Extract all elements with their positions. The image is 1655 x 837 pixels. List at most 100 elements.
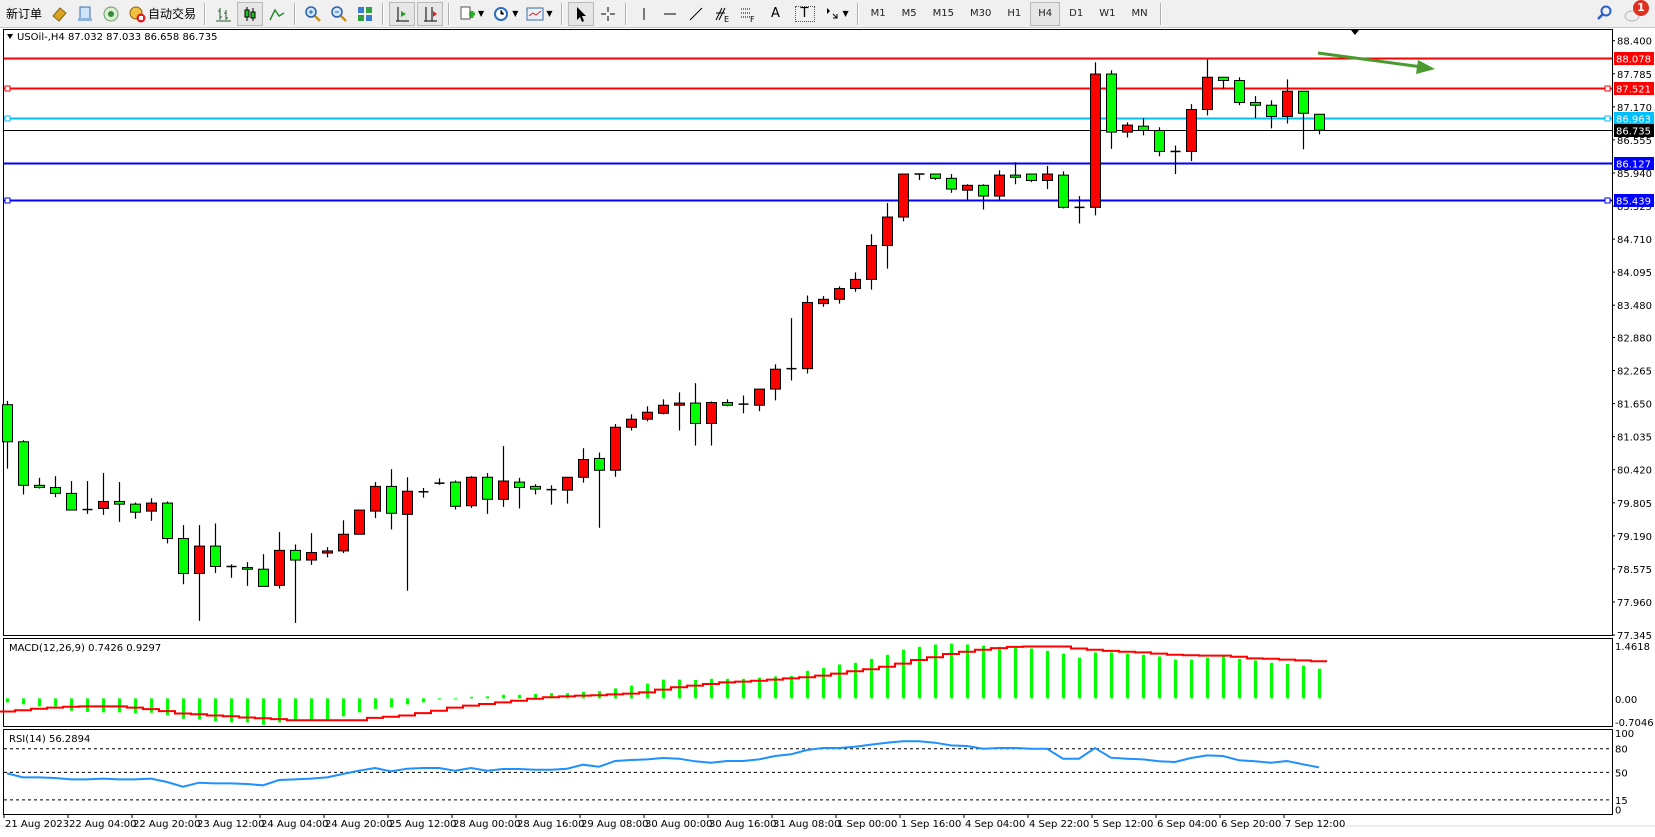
candle-body [370, 485, 381, 512]
macd-histogram-bar [758, 677, 761, 699]
chart-window[interactable]: 88.400 87.785 87.170 86.555 85.940 85.325 84.7… [0, 28, 1655, 837]
timeframe-w1[interactable]: W1 [1099, 8, 1116, 19]
candle [1106, 70, 1117, 149]
vertical-line-button[interactable] [632, 2, 656, 26]
candle-body [498, 480, 509, 500]
price-axis-label: 87.170 [1617, 103, 1652, 114]
timeframe-h1[interactable]: H1 [1007, 8, 1022, 19]
fibonacci-button[interactable]: E [710, 2, 734, 26]
price-axis-label: 79.190 [1617, 532, 1652, 543]
hline-88.078[interactable]: 88.078 [4, 52, 1654, 66]
indicators-dropdown[interactable]: ▼ [455, 2, 487, 26]
periods-icon [492, 5, 510, 23]
trendline-button[interactable] [684, 2, 708, 26]
chart-shift-button[interactable] [417, 1, 444, 26]
macd-histogram-bar [1254, 660, 1257, 699]
time-axis-label: 30 Aug 00:00 [645, 819, 712, 830]
macd-histogram-bar [246, 698, 249, 723]
time-axis-label: 4 Sep 22:00 [1029, 819, 1089, 830]
macd-histogram-bar [102, 698, 105, 713]
candle-body [1138, 125, 1149, 131]
timeframe-h4[interactable]: H4 [1030, 1, 1061, 26]
hline-86.963[interactable]: 86.963 [4, 112, 1654, 126]
hline-85.439[interactable]: 85.439 [4, 194, 1654, 208]
hline-handle[interactable] [1604, 85, 1611, 92]
hline-handle[interactable] [4, 85, 11, 92]
line-chart-button[interactable] [265, 2, 289, 26]
zoom-in-button[interactable] [301, 2, 325, 26]
zoom-out-button[interactable] [327, 2, 351, 26]
candle [450, 480, 461, 510]
macd-histogram-bar [198, 698, 201, 720]
candle-body [802, 302, 813, 370]
hline-86.735[interactable]: 86.735 [4, 124, 1654, 138]
auto-trading-button[interactable]: 自动交易 [125, 2, 199, 26]
hline-handle[interactable] [4, 115, 11, 122]
candlestick-button[interactable] [237, 1, 264, 26]
candle [818, 296, 829, 307]
periods-dropdown[interactable]: ▼ [489, 2, 521, 26]
macd-histogram-bar [982, 645, 985, 699]
arrows-icon [823, 5, 841, 23]
candle [226, 564, 237, 578]
macd-histogram-bar [1222, 656, 1225, 699]
cursor-button[interactable] [567, 1, 594, 26]
candle [402, 477, 413, 591]
time-axis-label: 4 Sep 04:00 [965, 819, 1025, 830]
zoom-out-icon [330, 5, 348, 23]
macd-histogram-bar [614, 688, 617, 699]
text-label-button[interactable]: T [790, 2, 818, 26]
signals-button[interactable] [99, 2, 123, 26]
bar-chart-button[interactable] [211, 2, 235, 26]
candle [258, 554, 269, 587]
hline-86.127[interactable]: 86.127 [4, 157, 1654, 171]
candle [578, 448, 589, 483]
collapse-triangle-icon[interactable] [7, 34, 13, 39]
chart-shift-marker-icon[interactable] [1351, 30, 1359, 35]
timeframe-mn[interactable]: MN [1131, 8, 1148, 19]
timeframe-d1[interactable]: D1 [1069, 8, 1084, 19]
macd-histogram-bar [950, 643, 953, 699]
templates-dropdown[interactable]: ▼ [523, 2, 555, 26]
candle [690, 383, 701, 446]
auto-scroll-button[interactable] [389, 1, 416, 26]
toolbar-separator [560, 2, 563, 25]
bar-chart-icon [214, 5, 232, 23]
hline-handle[interactable] [4, 197, 11, 204]
horizontal-line-button[interactable] [658, 2, 682, 26]
macd-histogram-bar [342, 698, 345, 717]
hline-handle[interactable] [1604, 115, 1611, 122]
price-label: 87.521 [1616, 85, 1651, 96]
macd-histogram-bar [1030, 648, 1033, 699]
trend-arrow[interactable] [1317, 51, 1435, 74]
time-axis-label: 24 Aug 20:00 [325, 819, 392, 830]
candle [994, 170, 1005, 201]
timeframe-m1[interactable]: M1 [870, 8, 886, 19]
arrows-dropdown[interactable]: ▼ [820, 2, 852, 26]
text-button[interactable]: A [762, 2, 788, 26]
macd-histogram-bar [150, 698, 153, 713]
timeframe-m15[interactable]: M15 [932, 8, 955, 19]
timeframe-m30[interactable]: M30 [970, 8, 992, 19]
new-order-button[interactable]: 新订单 [1, 2, 45, 26]
macd-histogram-bar [678, 679, 681, 699]
time-axis-label: 23 Aug 12:00 [197, 819, 264, 830]
tile-windows-button[interactable] [353, 2, 377, 26]
market-watch-button[interactable] [73, 2, 97, 26]
fibonacci-fan-button[interactable]: F [736, 2, 760, 26]
crosshair-button[interactable] [596, 2, 620, 26]
search-icon[interactable] [1595, 4, 1613, 22]
candle [66, 481, 77, 511]
time-axis-label: 6 Sep 20:00 [1221, 819, 1281, 830]
candle-body [1202, 76, 1213, 111]
hline-87.521[interactable]: 87.521 [4, 82, 1654, 96]
notifications-button[interactable]: 1 [1623, 0, 1649, 24]
hline-handle[interactable] [1604, 197, 1611, 204]
history-button[interactable] [47, 2, 71, 26]
candle [530, 484, 541, 495]
macd-histogram-bar [6, 698, 9, 703]
timeframe-m5[interactable]: M5 [901, 8, 917, 19]
candle-body [1026, 173, 1037, 181]
macd-histogram-bar [358, 698, 361, 713]
